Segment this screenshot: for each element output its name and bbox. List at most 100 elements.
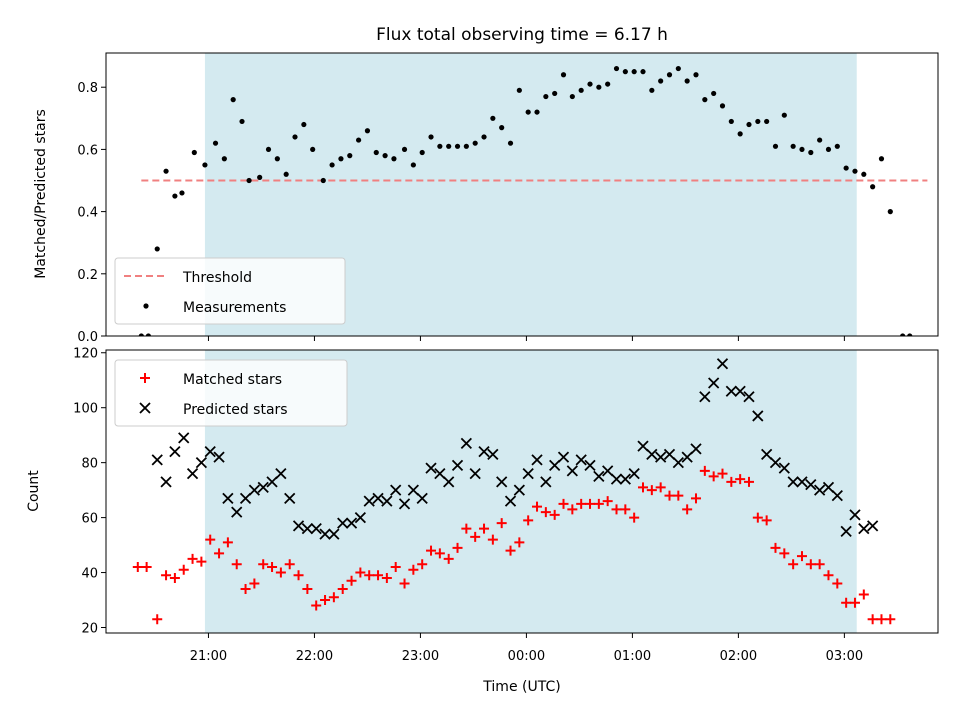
measurement-point	[569, 93, 575, 100]
measurement-point	[463, 143, 469, 149]
predicted-star-point	[787, 476, 799, 488]
measurement-point	[212, 140, 219, 146]
measurement-point	[552, 90, 558, 97]
matched-star-point	[858, 589, 869, 600]
matched-star-point	[805, 559, 816, 570]
predicted-star-point	[416, 492, 428, 505]
predicted-star-point	[469, 468, 481, 480]
measurement-point	[587, 81, 593, 87]
predicted-star-point	[354, 511, 367, 524]
predicted-star-point	[725, 385, 737, 397]
predicted-star-point	[566, 465, 578, 477]
bottom-legend: Matched stars Predicted stars	[114, 359, 348, 427]
measurement-point	[320, 177, 326, 184]
measurement-point	[265, 146, 272, 153]
measurement-point	[246, 177, 252, 184]
bottom-y-axis-label: Count	[26, 470, 42, 512]
matched-star-point	[664, 490, 675, 501]
matched-star-point	[849, 597, 860, 608]
top-plot-area	[138, 65, 928, 336]
top-y-tick-label: 0.2	[77, 268, 98, 283]
matched-star-point	[593, 498, 604, 509]
predicted-star-point	[460, 437, 472, 450]
matched-star-point	[523, 515, 534, 526]
predicted-star-point	[805, 478, 817, 491]
predicted-star-point	[213, 451, 225, 463]
measurement-point	[172, 193, 178, 199]
matched-star-point	[726, 476, 737, 487]
measurement-point	[737, 131, 743, 137]
measurement-point	[719, 103, 726, 109]
measurement-point	[799, 146, 805, 153]
x-tick-label: 03:00	[826, 649, 863, 664]
matched-star-point	[178, 564, 189, 575]
predicted-star-point	[690, 443, 702, 455]
legend-predicted-swatch	[139, 402, 151, 414]
top-y-tick-label: 0.8	[77, 81, 98, 96]
matched-star-point	[743, 476, 754, 487]
matched-star-point	[284, 559, 295, 570]
predicted-star-point	[160, 476, 172, 488]
measurement-point	[534, 109, 540, 115]
bottom-panel: 20 40 60 80 100 120 21:00 22:00 23:00 00:00 01:00 0…	[73, 347, 939, 664]
measurement-point	[410, 162, 416, 168]
measurement-point	[401, 146, 408, 153]
predicted-star-point	[310, 522, 322, 535]
matched-star-point	[487, 534, 498, 545]
top-y-axis-label: Matched/Predicted stars	[33, 109, 49, 279]
measurement-point	[329, 162, 335, 168]
predicted-star-point	[178, 432, 190, 444]
predicted-star-point	[619, 473, 631, 485]
predicted-star-point	[540, 476, 552, 488]
x-tick-label: 22:00	[296, 649, 333, 664]
measurement-point	[230, 97, 236, 103]
matched-star-point	[682, 504, 693, 515]
predicted-star-point	[204, 446, 216, 458]
measurement-point	[843, 165, 849, 171]
predicted-star-point	[522, 468, 534, 480]
legend-box	[114, 257, 346, 325]
matched-star-point	[796, 551, 807, 562]
predicted-star-point	[284, 492, 296, 505]
matched-star-point	[814, 559, 825, 570]
measurement-point	[640, 69, 646, 75]
matched-star-point	[328, 592, 339, 603]
measurement-point	[711, 90, 717, 97]
matched-star-point	[779, 548, 790, 559]
matched-star-point	[443, 553, 454, 564]
measurement-point	[347, 153, 353, 159]
matched-star-point	[161, 570, 172, 581]
matched-star-point	[558, 498, 569, 509]
measurement-point	[373, 149, 379, 156]
predicted-star-point	[275, 468, 287, 480]
measurement-point	[605, 81, 611, 87]
measurement-point	[675, 65, 681, 72]
measurement-point	[437, 143, 443, 149]
predicted-star-point	[699, 391, 711, 403]
matched-star-point	[132, 562, 143, 573]
measurement-point	[472, 140, 478, 146]
predicted-star-point	[195, 457, 208, 469]
measurement-point	[499, 125, 505, 131]
predicted-star-point	[593, 470, 605, 483]
predicted-star-point	[531, 454, 543, 466]
predicted-star-point	[602, 465, 614, 477]
measurement-point	[808, 149, 814, 156]
measurement-point	[356, 137, 362, 143]
matched-star-point	[364, 570, 375, 581]
matched-star-point	[832, 578, 843, 589]
matched-star-point	[841, 597, 852, 608]
predicted-star-point	[487, 448, 499, 461]
predicted-star-point	[169, 446, 181, 458]
legend-matched-swatch	[140, 373, 150, 383]
measurement-point	[728, 118, 734, 125]
top-legend: Threshold Measurements	[114, 257, 346, 325]
predicted-star-point	[186, 468, 199, 480]
measurement-point	[138, 333, 144, 336]
measurement-point	[622, 69, 628, 75]
matched-star-point	[514, 537, 525, 548]
matched-star-point	[275, 567, 286, 578]
matched-star-point	[885, 614, 896, 625]
predicted-star-point	[434, 468, 446, 480]
measurement-point	[631, 69, 637, 75]
